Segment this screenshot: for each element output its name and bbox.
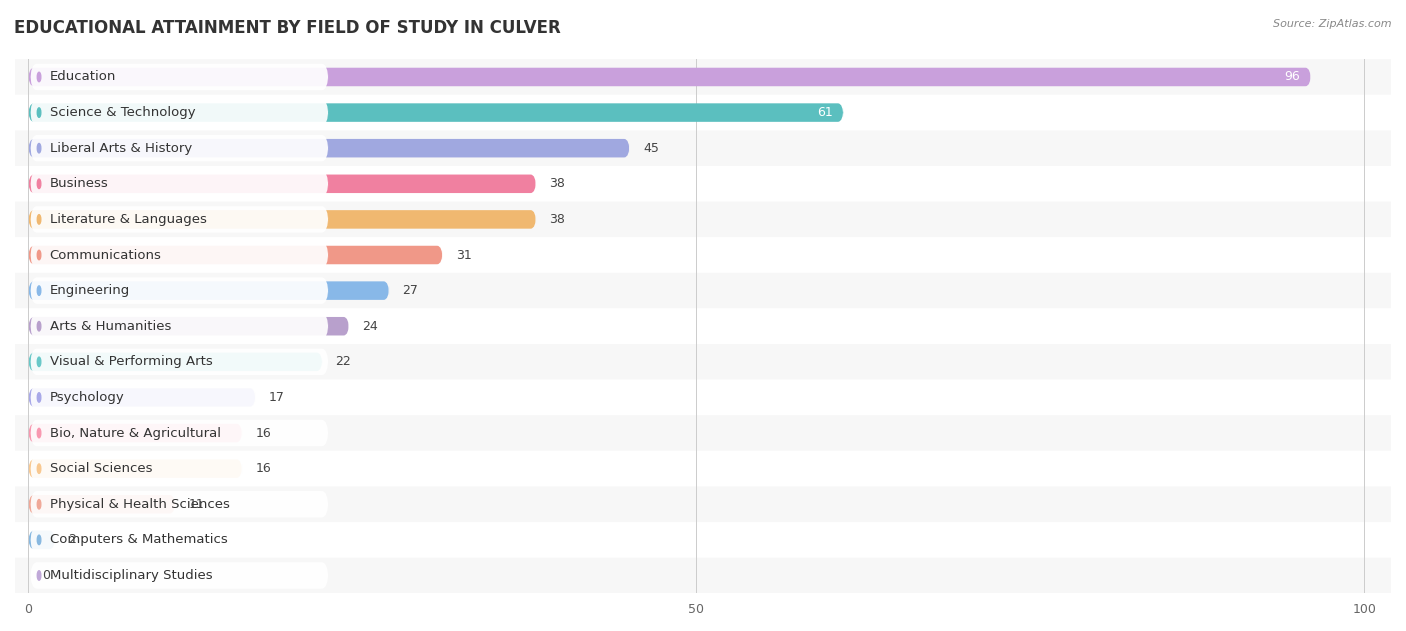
FancyBboxPatch shape [15, 344, 1391, 380]
Circle shape [38, 322, 41, 331]
Circle shape [38, 251, 41, 260]
FancyBboxPatch shape [15, 273, 1391, 309]
Text: 27: 27 [402, 284, 419, 297]
Circle shape [38, 215, 41, 224]
Text: 61: 61 [817, 106, 832, 119]
FancyBboxPatch shape [15, 380, 1391, 415]
Text: 16: 16 [256, 462, 271, 475]
FancyBboxPatch shape [28, 388, 256, 407]
Text: Multidisciplinary Studies: Multidisciplinary Studies [49, 569, 212, 582]
Circle shape [38, 179, 41, 189]
Circle shape [38, 73, 41, 81]
FancyBboxPatch shape [28, 495, 176, 514]
FancyBboxPatch shape [28, 68, 1310, 86]
Text: Social Sciences: Social Sciences [49, 462, 152, 475]
FancyBboxPatch shape [15, 131, 1391, 166]
FancyBboxPatch shape [28, 353, 322, 371]
FancyBboxPatch shape [28, 139, 630, 158]
FancyBboxPatch shape [31, 562, 328, 589]
Text: Source: ZipAtlas.com: Source: ZipAtlas.com [1274, 19, 1392, 29]
FancyBboxPatch shape [31, 64, 328, 90]
FancyBboxPatch shape [15, 451, 1391, 487]
Circle shape [38, 392, 41, 402]
Text: Education: Education [49, 71, 117, 83]
Circle shape [38, 286, 41, 295]
Text: 38: 38 [550, 177, 565, 191]
FancyBboxPatch shape [15, 59, 1391, 95]
Circle shape [38, 535, 41, 545]
FancyBboxPatch shape [28, 245, 443, 264]
FancyBboxPatch shape [15, 166, 1391, 201]
Text: Business: Business [49, 177, 108, 191]
FancyBboxPatch shape [28, 459, 242, 478]
FancyBboxPatch shape [31, 242, 328, 268]
FancyBboxPatch shape [31, 348, 328, 375]
FancyBboxPatch shape [28, 210, 536, 228]
FancyBboxPatch shape [15, 522, 1391, 558]
Text: EDUCATIONAL ATTAINMENT BY FIELD OF STUDY IN CULVER: EDUCATIONAL ATTAINMENT BY FIELD OF STUDY… [14, 19, 561, 37]
FancyBboxPatch shape [31, 206, 328, 233]
FancyBboxPatch shape [31, 384, 328, 411]
FancyBboxPatch shape [28, 103, 844, 122]
Text: 11: 11 [188, 498, 204, 510]
Circle shape [38, 428, 41, 438]
Text: Bio, Nature & Agricultural: Bio, Nature & Agricultural [49, 427, 221, 440]
Text: 45: 45 [643, 142, 659, 155]
Text: Physical & Health Sciences: Physical & Health Sciences [49, 498, 229, 510]
FancyBboxPatch shape [28, 281, 389, 300]
Text: 0: 0 [42, 569, 49, 582]
FancyBboxPatch shape [28, 531, 55, 549]
FancyBboxPatch shape [15, 95, 1391, 131]
FancyBboxPatch shape [28, 424, 242, 442]
Text: Engineering: Engineering [49, 284, 129, 297]
FancyBboxPatch shape [31, 99, 328, 126]
FancyBboxPatch shape [15, 237, 1391, 273]
Text: Science & Technology: Science & Technology [49, 106, 195, 119]
Text: 38: 38 [550, 213, 565, 226]
Circle shape [38, 571, 41, 580]
Text: 17: 17 [269, 391, 284, 404]
FancyBboxPatch shape [31, 491, 328, 517]
Text: 96: 96 [1285, 71, 1301, 83]
FancyBboxPatch shape [15, 201, 1391, 237]
FancyBboxPatch shape [31, 313, 328, 339]
Circle shape [38, 464, 41, 473]
FancyBboxPatch shape [31, 420, 328, 446]
Text: Literature & Languages: Literature & Languages [49, 213, 207, 226]
Text: Liberal Arts & History: Liberal Arts & History [49, 142, 193, 155]
FancyBboxPatch shape [28, 175, 536, 193]
Text: Psychology: Psychology [49, 391, 125, 404]
Text: Communications: Communications [49, 249, 162, 261]
FancyBboxPatch shape [15, 558, 1391, 593]
Circle shape [38, 108, 41, 117]
Circle shape [38, 357, 41, 367]
FancyBboxPatch shape [31, 170, 328, 197]
FancyBboxPatch shape [31, 527, 328, 553]
Text: Computers & Mathematics: Computers & Mathematics [49, 533, 228, 546]
Circle shape [38, 500, 41, 509]
Text: 16: 16 [256, 427, 271, 440]
Circle shape [38, 143, 41, 153]
FancyBboxPatch shape [28, 317, 349, 336]
FancyBboxPatch shape [31, 456, 328, 482]
Text: 22: 22 [336, 355, 352, 369]
FancyBboxPatch shape [15, 415, 1391, 451]
FancyBboxPatch shape [15, 309, 1391, 344]
Text: Visual & Performing Arts: Visual & Performing Arts [49, 355, 212, 369]
FancyBboxPatch shape [31, 135, 328, 162]
Text: 2: 2 [69, 533, 76, 546]
FancyBboxPatch shape [15, 487, 1391, 522]
FancyBboxPatch shape [31, 278, 328, 304]
Text: 31: 31 [456, 249, 471, 261]
Text: Arts & Humanities: Arts & Humanities [49, 320, 172, 333]
Text: 24: 24 [363, 320, 378, 333]
